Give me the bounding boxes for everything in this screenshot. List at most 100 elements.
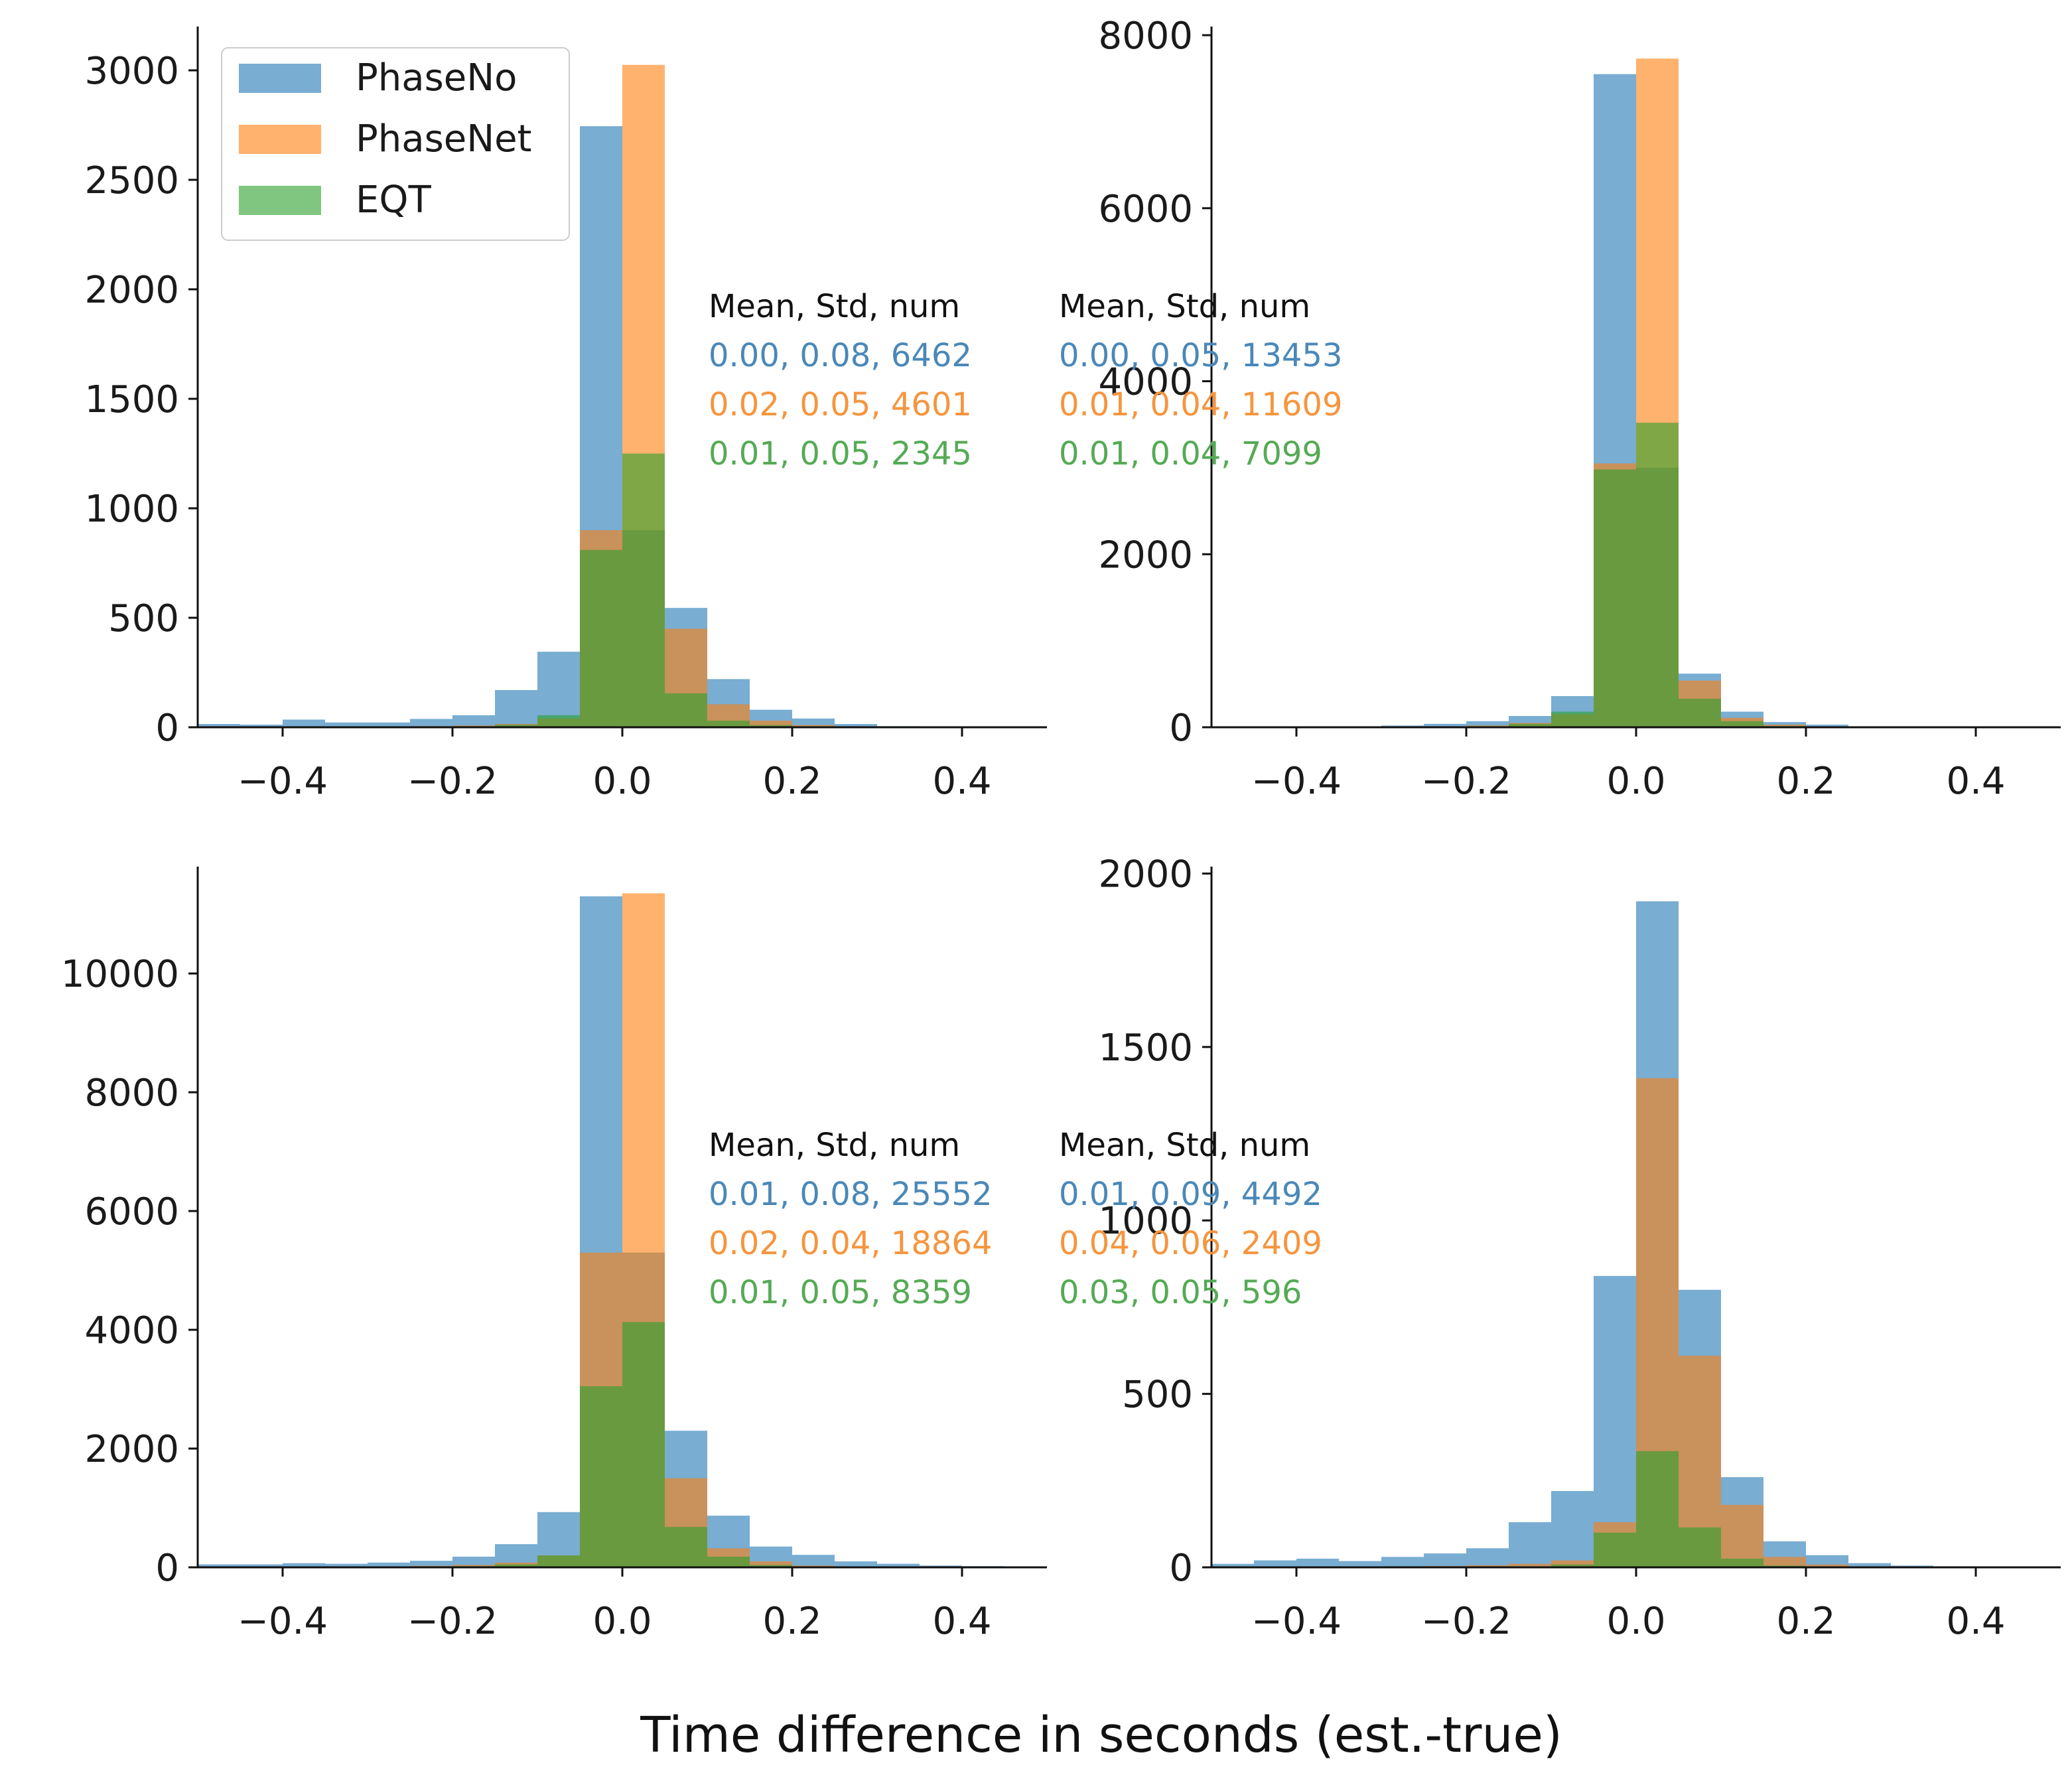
x-tick-label: 0.4 bbox=[1946, 1600, 2005, 1643]
stats-phaseno: 0.00, 0.05, 13453 bbox=[1059, 337, 1342, 374]
legend-swatch-phaseno bbox=[239, 64, 321, 93]
bar-phaseno-8 bbox=[1551, 1490, 1594, 1567]
x-tick-label: −0.4 bbox=[238, 1600, 328, 1643]
y-tick-label: 0 bbox=[1169, 1547, 1193, 1590]
y-tick-label: 2000 bbox=[1098, 534, 1193, 577]
bar-phaseno-6 bbox=[1466, 1548, 1509, 1567]
y-tick-label: 2000 bbox=[84, 269, 179, 312]
panels-layer: 0 500 1000 1500 2000 2500 3000 −0.4 −0.2 0.0 0.2 0.… bbox=[61, 15, 2061, 1643]
x-tick-label: 0.2 bbox=[762, 760, 821, 803]
x-tick-label: −0.4 bbox=[1251, 1600, 1342, 1643]
legend-label-eqt: EQT bbox=[356, 178, 431, 222]
bar-phaseno-5 bbox=[410, 1561, 452, 1567]
y-tick-label: 1000 bbox=[1098, 1200, 1193, 1243]
bar-eqt-10 bbox=[1636, 423, 1679, 727]
y-tick-label: 2000 bbox=[1098, 853, 1193, 896]
bar-phaseno-1 bbox=[240, 1564, 283, 1567]
y-tick-label: 2500 bbox=[84, 159, 179, 202]
panel-2: 0 2000 4000 6000 8000 −0.4 −0.2 0.0 0.2 0.4 Mean, … bbox=[1059, 15, 2061, 803]
stats-header: Mean, Std, num bbox=[709, 288, 960, 325]
bar-phaseno-2 bbox=[1296, 1558, 1339, 1567]
legend-label-phaseno: PhaseNo bbox=[356, 56, 517, 100]
y-tick-label: 10000 bbox=[61, 953, 179, 996]
bar-phaseno-7 bbox=[495, 689, 537, 727]
bar-eqt-10 bbox=[622, 1322, 665, 1567]
panel-1: 0 500 1000 1500 2000 2500 3000 −0.4 −0.2 0.0 0.2 0.… bbox=[84, 27, 1047, 803]
bar-eqt-11 bbox=[665, 1527, 707, 1567]
bar-phaseno-6 bbox=[1466, 721, 1509, 727]
legend-swatch-phasenet bbox=[239, 125, 321, 154]
bar-phaseno-0 bbox=[198, 1564, 240, 1567]
stats-phasenet: 0.02, 0.04, 18864 bbox=[709, 1225, 992, 1262]
bar-phaseno-8 bbox=[537, 652, 580, 727]
x-tick-label: 0.2 bbox=[762, 1600, 821, 1643]
stats-header: Mean, Std, num bbox=[709, 1127, 960, 1164]
y-tick-label: 0 bbox=[155, 707, 179, 750]
x-tick-label: −0.4 bbox=[238, 760, 328, 803]
bar-phaseno-15 bbox=[835, 1561, 877, 1567]
bar-phaseno-4 bbox=[368, 1562, 410, 1567]
y-tick-label: 1000 bbox=[84, 488, 179, 531]
bar-phaseno-3 bbox=[325, 722, 368, 727]
y-tick-label: 1500 bbox=[84, 378, 179, 421]
y-tick-label: 3000 bbox=[84, 50, 179, 93]
panel-4: 0 500 1000 1500 2000 −0.4 −0.2 0.0 0.2 0.4 Mean, S… bbox=[1059, 853, 2061, 1643]
panel-3: 0 2000 4000 6000 8000 10000 −0.4 −0.2 0.0 0.2 0.4 M… bbox=[61, 867, 1047, 1643]
bar-eqt-12 bbox=[707, 1556, 750, 1567]
y-tick-label: 0 bbox=[1169, 707, 1193, 750]
bar-eqt-10 bbox=[622, 453, 665, 727]
y-tick-label: 1500 bbox=[1098, 1027, 1193, 1070]
bar-phasenet-13 bbox=[750, 721, 792, 727]
x-tick-label: −0.2 bbox=[407, 760, 498, 803]
bar-eqt-13 bbox=[750, 1565, 792, 1567]
x-tick-label: −0.2 bbox=[1421, 760, 1511, 803]
stats-eqt: 0.01, 0.05, 8359 bbox=[709, 1274, 972, 1311]
bar-phasenet-6 bbox=[1466, 1565, 1509, 1567]
legend-swatch-eqt bbox=[239, 186, 321, 215]
bar-phasenet-8 bbox=[1551, 1560, 1594, 1567]
bar-phaseno-4 bbox=[368, 722, 410, 727]
x-tick-label: −0.2 bbox=[407, 1600, 498, 1643]
bar-eqt-7 bbox=[1509, 723, 1551, 727]
bar-eqt-8 bbox=[537, 1555, 580, 1567]
bar-phaseno-16 bbox=[877, 1563, 920, 1567]
bar-phaseno-6 bbox=[452, 1556, 495, 1567]
bar-phaseno-3 bbox=[325, 1563, 368, 1567]
y-tick-label: 0 bbox=[155, 1547, 179, 1590]
bar-phasenet-13 bbox=[1763, 1557, 1806, 1567]
bar-eqt-11 bbox=[665, 693, 707, 727]
y-tick-label: 2000 bbox=[84, 1428, 179, 1471]
bar-phaseno-5 bbox=[1424, 1553, 1466, 1567]
bar-phaseno-3 bbox=[1339, 1561, 1381, 1567]
x-tick-label: 0.0 bbox=[592, 760, 652, 803]
stats-header: Mean, Std, num bbox=[1059, 288, 1310, 325]
bar-eqt-13 bbox=[750, 725, 792, 727]
y-tick-label: 6000 bbox=[1098, 188, 1193, 231]
bar-eqt-7 bbox=[495, 1564, 537, 1567]
bar-phaseno-5 bbox=[1424, 723, 1466, 727]
bar-eqt-9 bbox=[580, 549, 622, 727]
stats-eqt: 0.03, 0.05, 596 bbox=[1059, 1274, 1302, 1311]
x-tick-label: 0.0 bbox=[592, 1600, 652, 1643]
stats-phasenet: 0.01, 0.04, 11609 bbox=[1059, 386, 1342, 423]
bar-phasenet-14 bbox=[792, 725, 835, 727]
stats-phaseno: 0.01, 0.09, 4492 bbox=[1059, 1176, 1322, 1213]
bar-phaseno-1 bbox=[1254, 1560, 1296, 1567]
bar-phaseno-14 bbox=[1806, 1555, 1848, 1567]
bar-eqt-12 bbox=[707, 721, 750, 727]
stats-phaseno: 0.00, 0.08, 6462 bbox=[709, 337, 972, 374]
stats-header: Mean, Std, num bbox=[1059, 1127, 1310, 1164]
bar-eqt-8 bbox=[537, 715, 580, 727]
bar-phaseno-15 bbox=[835, 724, 877, 727]
y-tick-label: 500 bbox=[108, 597, 179, 640]
bar-phaseno-5 bbox=[410, 719, 452, 727]
bar-eqt-9 bbox=[580, 1386, 622, 1567]
y-tick-label: 4000 bbox=[1098, 361, 1193, 404]
bar-phaseno-14 bbox=[792, 1555, 835, 1567]
bar-eqt-9 bbox=[1594, 469, 1636, 727]
y-tick-label: 6000 bbox=[84, 1190, 179, 1234]
bar-phaseno-14 bbox=[1806, 725, 1848, 727]
bar-phaseno-15 bbox=[1848, 1563, 1891, 1567]
bar-eqt-7 bbox=[495, 725, 537, 727]
x-tick-label: −0.2 bbox=[1421, 1600, 1511, 1643]
